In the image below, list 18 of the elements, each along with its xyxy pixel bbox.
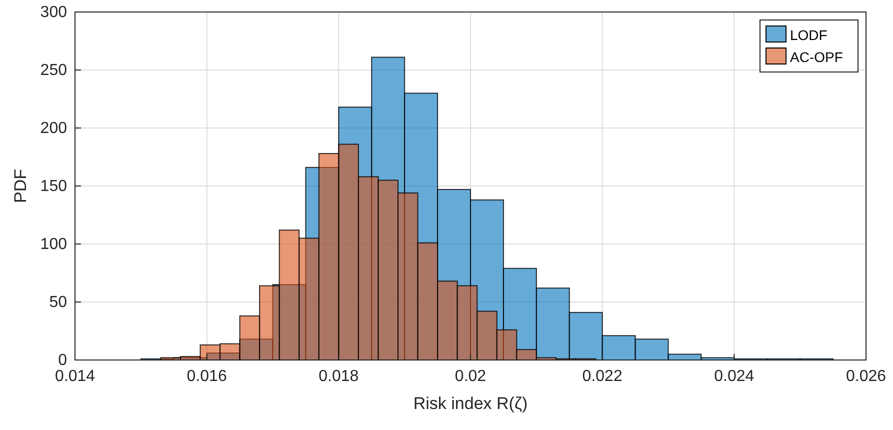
x-tick-label: 0.02 bbox=[454, 368, 486, 385]
y-tick-label: 300 bbox=[40, 4, 68, 21]
x-tick-label: 0.026 bbox=[846, 368, 886, 385]
y-axis-title: PDF bbox=[11, 169, 30, 203]
y-tick-label: 200 bbox=[40, 120, 68, 137]
y-tick-label: 150 bbox=[40, 178, 68, 195]
x-tick-label: 0.024 bbox=[714, 368, 754, 385]
x-tick-label: 0.018 bbox=[318, 368, 359, 385]
y-tick-label: 250 bbox=[40, 62, 68, 79]
legend-label: LODF bbox=[790, 27, 828, 43]
x-tick-label: 0.016 bbox=[186, 368, 227, 385]
legend-label: AC-OPF bbox=[790, 49, 843, 65]
y-tick-label: 100 bbox=[40, 236, 68, 253]
y-tick-label: 0 bbox=[58, 352, 68, 369]
x-tick-label: 0.022 bbox=[582, 368, 622, 385]
x-axis-title: Risk index R(ζ) bbox=[413, 394, 528, 413]
y-tick-label: 50 bbox=[49, 294, 68, 311]
x-tick-label: 0.014 bbox=[54, 368, 96, 385]
